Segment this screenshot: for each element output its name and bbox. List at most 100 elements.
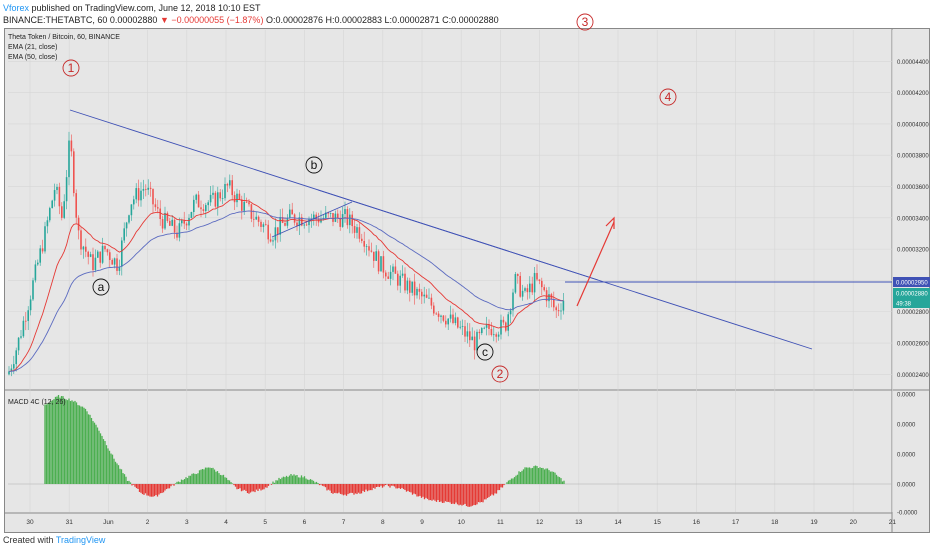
candle-body (397, 273, 399, 286)
candle-body (159, 208, 161, 220)
drawings (69, 109, 892, 350)
time-tick-label: 16 (693, 519, 701, 526)
candle-body (193, 199, 195, 212)
candle-body (135, 188, 137, 200)
candle-body (221, 198, 224, 200)
change: ▼ −0.00000055 (−1.87%) (159, 15, 264, 25)
candle-body (197, 194, 200, 208)
candle-body (519, 275, 521, 297)
candle-body (49, 208, 51, 221)
candle-body (409, 280, 411, 293)
candle-body (274, 227, 277, 241)
candle-body (394, 266, 397, 274)
legend-title: Theta Token / Bitcoin, 60, BINANCE (8, 34, 120, 41)
candle-body (104, 245, 106, 250)
time-tick-label: 21 (889, 519, 897, 526)
candle-body (358, 227, 361, 239)
candle-body (344, 209, 346, 215)
wave-2-label-circle (491, 365, 509, 383)
price-tick-label: 0.00002800 (897, 310, 929, 316)
candle-body (370, 250, 373, 252)
candle-body (39, 248, 41, 263)
legend-ema50: EMA (50, close) (8, 54, 57, 61)
candle-body (433, 305, 435, 314)
candle-body (440, 315, 442, 317)
candle-body (255, 216, 257, 220)
candle-body (99, 251, 101, 263)
candle-body (109, 252, 111, 260)
candle-body (226, 184, 229, 186)
candle-body (490, 328, 493, 335)
candle-body (207, 202, 209, 206)
time-tick-label: 15 (654, 519, 662, 526)
candle-body (553, 299, 555, 308)
candle-body (15, 350, 17, 365)
macd-tick-label: -0.0000 (897, 511, 918, 517)
candle-body (13, 364, 15, 369)
candle-body (533, 272, 536, 293)
candle-body (471, 336, 473, 341)
candle-body (341, 214, 344, 227)
price-tick-label: 0.00004200 (897, 91, 929, 97)
macd-tick-label: 0.0000 (897, 453, 916, 459)
candle-body (399, 275, 401, 286)
candle-body (430, 297, 433, 306)
tradingview-logo[interactable]: TradingView (55, 535, 106, 545)
candle-body (497, 334, 500, 337)
candle-body (562, 300, 565, 311)
candle-body (526, 288, 529, 293)
candle-body (267, 224, 269, 240)
candle-body (265, 224, 267, 226)
time-tick-label: 31 (66, 519, 74, 526)
candle-body (437, 313, 440, 317)
candle-body (401, 273, 404, 276)
candle-body (315, 214, 317, 219)
price-tick-label: 0.00004400 (897, 60, 929, 66)
time-tick-label: 8 (381, 519, 385, 526)
candle-body (118, 266, 121, 271)
candle-body (325, 212, 327, 218)
triangle-line (271, 201, 353, 238)
trendline-b (317, 189, 599, 281)
candle-body (557, 310, 560, 312)
last-price-label: 0.00002880 (896, 292, 928, 298)
candle-body (56, 186, 58, 191)
candle-body (327, 212, 329, 214)
candle-body (368, 246, 370, 251)
candle-body (121, 240, 123, 267)
candle-body (313, 214, 315, 219)
author-link[interactable]: Vforex (3, 3, 30, 13)
candle-body (538, 279, 541, 281)
last-price: 0.00002880 (109, 15, 158, 25)
candle-body (305, 224, 308, 226)
time-tick-label: 14 (614, 519, 622, 526)
candle-body (63, 201, 65, 218)
candle-body (51, 200, 53, 209)
candle-body (219, 192, 221, 199)
candle-body (284, 222, 286, 226)
candle-body (195, 194, 197, 200)
candle-body (214, 192, 217, 207)
candle-body (457, 317, 459, 328)
wave-a-label-circle (92, 278, 110, 296)
wave-3-label-circle (576, 13, 594, 31)
publish-line: Vforex published on TradingView.com, Jun… (3, 3, 261, 13)
time-tick-label: 4 (224, 519, 228, 526)
wave-a-label: a (98, 280, 105, 294)
candle-body (87, 251, 89, 257)
candle-body (505, 322, 507, 331)
candle-body (289, 209, 291, 218)
wave-4-label-circle (659, 88, 677, 106)
candle-body (224, 184, 226, 199)
candle-body (461, 326, 464, 328)
candle-body (149, 187, 152, 190)
time-tick-label: 13 (575, 519, 583, 526)
countdown-label-bg (893, 298, 930, 308)
candle-body (361, 238, 363, 241)
legend-ema21: EMA (21, close) (8, 44, 57, 51)
ohlc: O:0.00002876 H:0.00002883 L:0.00002871 C… (265, 15, 499, 25)
candle-body (25, 320, 27, 322)
time-tick-label: 17 (732, 519, 740, 526)
wave-b-label: b (311, 158, 318, 172)
